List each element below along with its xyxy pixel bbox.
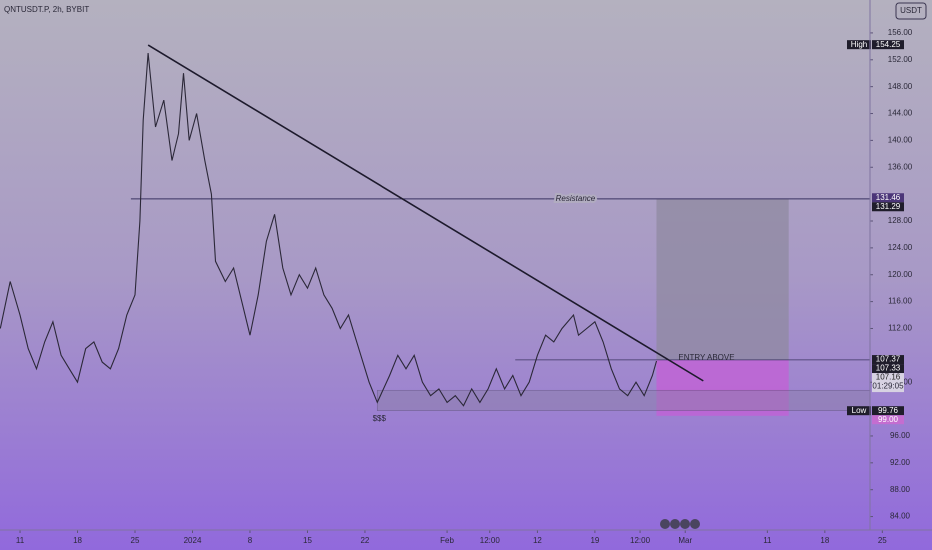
stop-zone <box>656 359 789 416</box>
price-label: 154.25 <box>876 40 901 49</box>
chart-title: QNTUSDT.P, 2h, BYBIT <box>4 5 89 14</box>
price-label-box <box>872 373 904 393</box>
price-tag: Low <box>852 406 867 415</box>
price-label-box <box>872 193 904 203</box>
x-tick-label: 15 <box>303 536 312 545</box>
price-label-box <box>872 202 904 212</box>
x-tick-label: 22 <box>360 536 369 545</box>
price-label: 107.16 <box>876 373 901 382</box>
x-tick-label: 8 <box>248 536 253 545</box>
currency-label[interactable]: USDT <box>900 6 922 15</box>
price-label-box <box>872 415 904 425</box>
price-line <box>0 53 658 407</box>
x-tick-label: 11 <box>763 536 772 545</box>
y-tick-label: 112.00 <box>888 324 912 333</box>
x-tick-label: 12:00 <box>630 536 651 545</box>
y-tick-label: 152.00 <box>888 55 913 64</box>
price-label: 99.76 <box>878 406 899 415</box>
price-label: 107.37 <box>876 355 901 364</box>
price-label: 131.29 <box>876 202 901 211</box>
icon[interactable] <box>690 519 700 529</box>
x-tick-label: 12:00 <box>480 536 501 545</box>
range-box <box>376 389 871 411</box>
y-tick-label: 92.00 <box>890 458 911 467</box>
entry-label: ENTRY ABOVE <box>678 353 734 362</box>
x-tick-label: Mar <box>678 536 692 545</box>
x-tick-label: 25 <box>131 536 140 545</box>
currency-button[interactable] <box>895 2 927 20</box>
x-tick-label: 11 <box>16 536 25 545</box>
y-tick-label: 140.00 <box>888 136 913 145</box>
price-label: 131.46 <box>876 193 901 202</box>
price-tag-box <box>847 406 871 416</box>
x-tick-label: 2024 <box>184 536 202 545</box>
price-label-box <box>872 40 904 50</box>
x-tick-label: 18 <box>73 536 82 545</box>
price-label: 107.33 <box>876 364 901 373</box>
countdown: 01:29:05 <box>872 382 904 391</box>
price-tag-box <box>847 40 871 50</box>
x-tick-label: 25 <box>878 536 887 545</box>
target-zone <box>656 198 789 360</box>
y-tick-label: 144.00 <box>888 109 913 118</box>
y-tick-label: 120.00 <box>888 270 913 279</box>
price-label-box <box>872 364 904 374</box>
price-label-box <box>872 355 904 365</box>
y-tick-label: 116.00 <box>888 297 912 306</box>
icon[interactable] <box>680 519 690 529</box>
icon[interactable] <box>670 519 680 529</box>
bottom-icons <box>660 519 700 529</box>
x-tick-label: Feb <box>440 536 454 545</box>
price-tag: High <box>851 40 867 49</box>
trendline <box>147 44 704 382</box>
price-label-box <box>872 406 904 416</box>
y-tick-label: 84.00 <box>890 512 911 521</box>
y-tick-label: 96.00 <box>890 431 911 440</box>
y-tick-label: 136.00 <box>888 162 913 171</box>
y-tick-label: 124.00 <box>888 243 913 252</box>
y-tick-label: 88.00 <box>890 485 911 494</box>
y-tick-label: 156.00 <box>888 28 913 37</box>
resistance-label: Resistance <box>556 194 596 203</box>
price-label: 99.00 <box>878 415 899 424</box>
liquidity-label: $$$ <box>373 414 387 423</box>
x-tick-label: 18 <box>820 536 829 545</box>
y-tick-label: 148.00 <box>888 82 913 91</box>
x-tick-label: 19 <box>590 536 599 545</box>
x-tick-label: 12 <box>533 536 542 545</box>
icon[interactable] <box>660 519 670 529</box>
y-tick-label: 128.00 <box>888 216 913 225</box>
